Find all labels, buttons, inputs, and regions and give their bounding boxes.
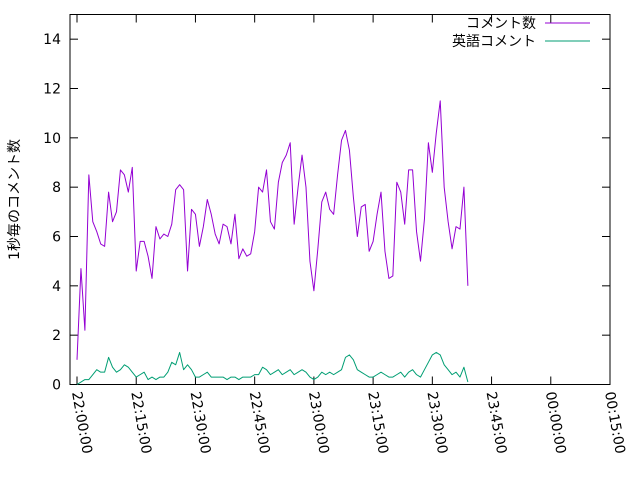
y-tick-label: 10 [43, 131, 61, 147]
x-tick-label: 23:45:00 [483, 390, 510, 455]
x-tick-label: 23:00:00 [305, 390, 332, 455]
x-tick-labels: 22:00:00 22:15:00 22:30:00 22:45:00 23:00:00… [68, 390, 628, 455]
x-tick-label: 22:30:00 [187, 390, 214, 455]
x-tick-label: 22:15:00 [127, 390, 154, 455]
series-line [76, 100, 469, 360]
y-tick-label: 4 [52, 279, 61, 295]
series-line [76, 351, 469, 385]
y-tick-label: 6 [52, 230, 61, 246]
x-tick-label: 22:45:00 [246, 390, 273, 455]
x-tick-label: 23:15:00 [364, 390, 391, 455]
y-axis-label: 1秒毎のコメント数 [7, 139, 23, 260]
y-tick-label: 12 [43, 82, 61, 98]
y-tick-label: 0 [52, 378, 61, 394]
legend-label: 英語コメント [452, 33, 536, 50]
series-layer [76, 100, 469, 385]
y-tick-label: 8 [52, 180, 61, 196]
y-tick-label: 14 [43, 32, 61, 48]
x-tick-label: 23:30:00 [423, 390, 450, 455]
x-tick-label: 22:00:00 [68, 390, 95, 455]
legend-label: コメント数 [466, 16, 536, 32]
axis-ticks [70, 14, 611, 385]
x-tick-label: 00:15:00 [601, 390, 628, 455]
plot-frame [69, 14, 611, 385]
x-tick-label: 00:00:00 [542, 390, 569, 455]
y-tick-labels: 0 2 4 6 8 10 12 14 [43, 32, 61, 393]
y-tick-label: 2 [52, 328, 61, 344]
